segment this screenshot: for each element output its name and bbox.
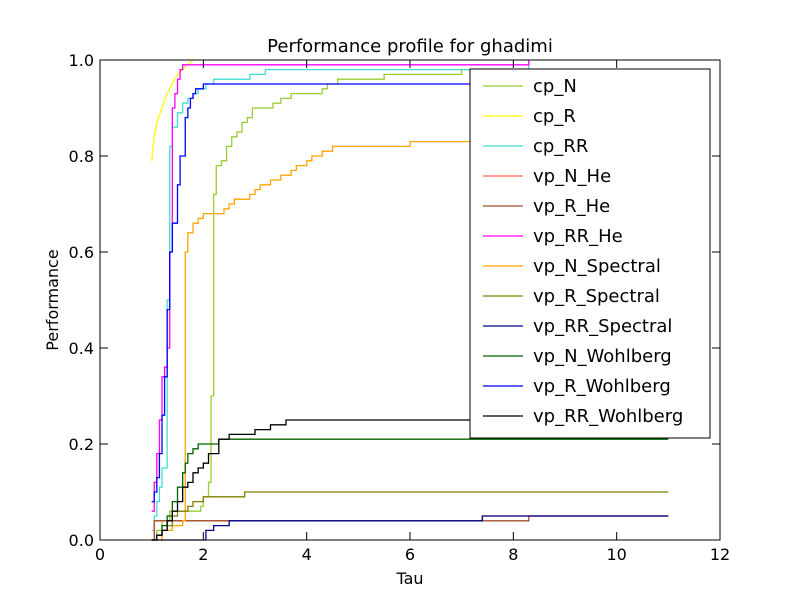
legend-label: vp_RR_He bbox=[533, 226, 623, 247]
y-tick-label: 0.4 bbox=[69, 339, 94, 358]
series-line-vp_N_Wohlberg bbox=[151, 438, 669, 541]
series-line-vp_RR_He bbox=[151, 60, 530, 512]
x-tick-label: 2 bbox=[198, 545, 208, 564]
legend-label: vp_R_He bbox=[533, 196, 610, 217]
chart-title: Performance profile for ghadimi bbox=[267, 36, 553, 57]
legend-label: vp_N_Spectral bbox=[533, 256, 661, 277]
y-tick-label: 0.2 bbox=[69, 435, 94, 454]
legend-label: cp_RR bbox=[533, 136, 588, 157]
legend-label: vp_RR_Wohlberg bbox=[533, 406, 683, 427]
y-tick-label: 0.0 bbox=[69, 531, 94, 550]
legend-label: cp_R bbox=[533, 106, 576, 127]
legend: cp_N cp_R cp_RR vp_N_He vp_R_He vp_RR_He vp_N_… bbox=[469, 68, 711, 439]
y-tick-label: 0.6 bbox=[69, 243, 94, 262]
x-tick-label: 12 bbox=[710, 545, 730, 564]
x-tick-label: 4 bbox=[302, 545, 312, 564]
series-line-cp_N bbox=[151, 60, 530, 541]
x-tick-label: 8 bbox=[508, 545, 518, 564]
series-line-vp_N_Spectral bbox=[151, 126, 669, 541]
y-axis-label: Performance bbox=[43, 249, 62, 350]
legend-label: cp_N bbox=[533, 76, 577, 97]
legend-label: vp_N_Wohlberg bbox=[533, 346, 672, 367]
x-tick-label: 10 bbox=[606, 545, 626, 564]
x-tick-label: 0 bbox=[95, 545, 105, 564]
x-axis-label: Tau bbox=[395, 569, 423, 588]
y-axis-ticks: 0.0 0.2 0.4 0.6 0.8 1.0 bbox=[69, 51, 720, 550]
legend-label: vp_N_He bbox=[533, 166, 611, 187]
y-tick-label: 1.0 bbox=[69, 51, 94, 70]
series-line-vp_R_Wohlberg bbox=[151, 83, 669, 503]
y-tick-label: 0.8 bbox=[69, 147, 94, 166]
legend-label: vp_RR_Spectral bbox=[533, 316, 672, 337]
series-line-cp_RR bbox=[151, 60, 530, 532]
legend-label: vp_R_Spectral bbox=[533, 286, 660, 307]
x-tick-label: 6 bbox=[405, 545, 415, 564]
legend-label: vp_R_Wohlberg bbox=[533, 376, 671, 397]
series-line-cp_R bbox=[151, 59, 194, 161]
legend-box bbox=[469, 68, 711, 439]
series-line-vp_RR_Wohlberg bbox=[151, 419, 669, 541]
x-axis-ticks: 0 2 4 6 8 10 12 bbox=[95, 60, 730, 564]
